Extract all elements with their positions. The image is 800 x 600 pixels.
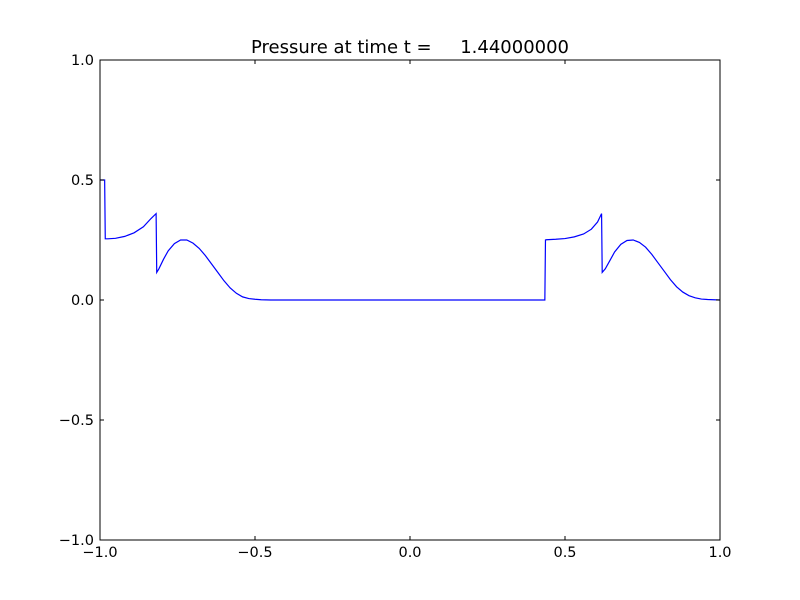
series-line-0: [100, 179, 721, 301]
y-tick-label: −1.0: [59, 533, 94, 549]
x-tick-label: −0.5: [237, 545, 272, 561]
y-tick-label: 1.0: [71, 53, 94, 69]
x-tick-label: 0.5: [553, 545, 576, 561]
chart-title: Pressure at time t = 1.44000000: [251, 37, 569, 58]
x-tick-label: −1.0: [82, 545, 117, 561]
x-tick-label: 0.0: [398, 545, 421, 561]
data-layer: [100, 179, 721, 301]
y-tick-label: 0.5: [71, 173, 94, 189]
x-tick-label: 1.0: [708, 545, 731, 561]
y-tick-label: −0.5: [59, 413, 94, 429]
y-tick-label: 0.0: [71, 293, 94, 309]
plot-frame: [99, 59, 721, 541]
